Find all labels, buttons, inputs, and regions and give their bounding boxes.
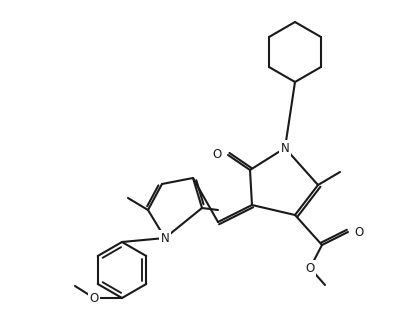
Text: N: N [161,232,169,245]
Text: O: O [305,262,314,275]
Text: O: O [89,291,99,305]
Text: N: N [281,142,290,155]
Text: O: O [354,226,363,239]
Text: O: O [213,149,222,161]
